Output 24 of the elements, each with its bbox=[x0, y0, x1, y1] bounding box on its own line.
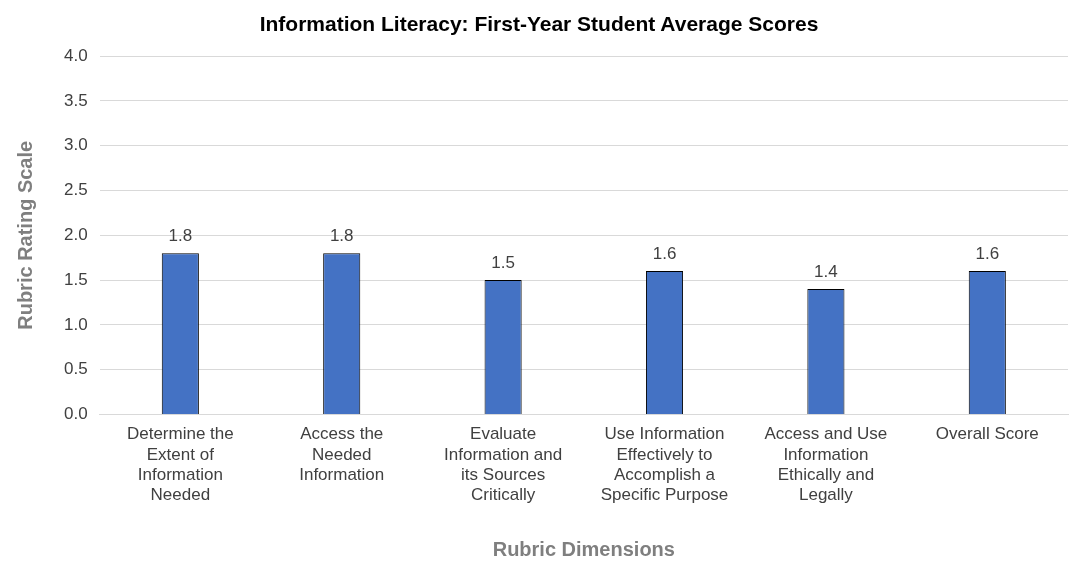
y-tick-label: 1.5 bbox=[63, 269, 88, 289]
y-tick-label: 2.0 bbox=[63, 224, 88, 244]
x-tick-label: Determine the Extent of Information Needed bbox=[126, 424, 234, 505]
x-tick-label: Evaluate Information and its Sources Critically bbox=[444, 424, 563, 505]
data-label: 1.6 bbox=[975, 244, 1000, 264]
y-tick-label: 0.0 bbox=[63, 404, 88, 424]
x-tick-label: Use Information Effectively to Accomplish a Specific Purpose bbox=[600, 424, 729, 505]
data-label: 1.8 bbox=[329, 226, 354, 246]
x-tick-label: Overall Score bbox=[935, 424, 1039, 444]
data-label: 1.8 bbox=[168, 226, 193, 246]
y-tick-label: 3.0 bbox=[63, 135, 88, 155]
data-label: 1.4 bbox=[814, 262, 838, 282]
x-tick-label: Access the Needed Information bbox=[299, 424, 385, 485]
data-label: 1.5 bbox=[491, 253, 515, 273]
y-tick-label: 2.5 bbox=[63, 180, 88, 200]
y-axis-title: Rubric Rating Scale bbox=[13, 140, 36, 330]
data-label: 1.6 bbox=[652, 244, 677, 264]
y-tick-label: 4.0 bbox=[63, 45, 88, 65]
chart-title: Information Literacy: First-Year Student Average Scores bbox=[259, 12, 819, 36]
y-tick-label: 0.5 bbox=[63, 359, 88, 379]
y-tick-label: 1.0 bbox=[63, 314, 88, 334]
x-tick-label: Access and Use Information Ethically and Legally bbox=[764, 424, 888, 505]
x-axis-title: Rubric Dimensions bbox=[492, 537, 675, 560]
y-tick-label: 3.5 bbox=[63, 90, 88, 110]
